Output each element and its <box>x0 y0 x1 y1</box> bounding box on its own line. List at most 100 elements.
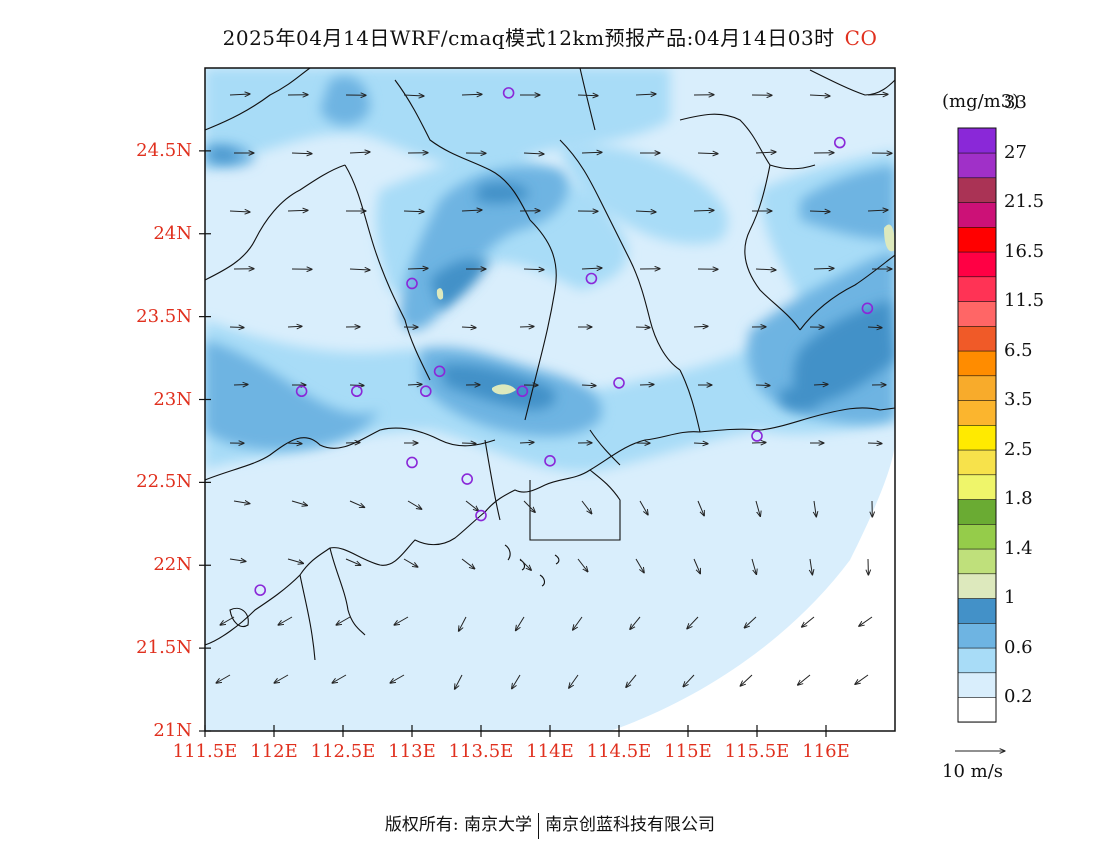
wind-arrow <box>519 327 534 328</box>
wind-arrow <box>345 443 360 444</box>
lon-label: 116E <box>802 741 850 762</box>
colorbar-frame <box>957 127 997 723</box>
wind-arrow <box>394 616 409 625</box>
wind-arrow <box>630 616 641 629</box>
station-marker <box>833 136 846 149</box>
wind-arrow <box>639 385 654 386</box>
lat-label: 22.5N <box>136 471 192 493</box>
colorbar-swatch <box>957 127 997 154</box>
wind-arrow <box>220 616 235 625</box>
wind-arrow <box>349 500 365 507</box>
wind-arrow <box>407 500 422 509</box>
colorbar-label: 6.5 <box>1004 339 1033 361</box>
wind-vectors <box>216 94 892 689</box>
colorbar-swatch <box>957 300 997 327</box>
wind-arrow <box>229 94 250 95</box>
colorbar-label: 16.5 <box>1004 240 1045 262</box>
wind-arrow <box>229 211 250 212</box>
wind-arrow <box>755 152 776 153</box>
wind-arrow <box>229 327 244 328</box>
wind-arrow <box>461 94 482 95</box>
wind-arrow <box>581 500 592 514</box>
wind-arrow <box>744 616 757 628</box>
colorbar-swatch <box>957 622 997 649</box>
wind-arrow <box>859 616 873 626</box>
lon-label: 112.5E <box>310 741 376 762</box>
title-text: 2025年04月14日WRF/cmaq模式12km预报产品:04月14日03时 <box>222 26 835 50</box>
wind-arrow <box>287 326 302 327</box>
colorbar-swatch <box>957 325 997 352</box>
colorbar-label: 11.5 <box>1004 290 1045 312</box>
wind-arrow <box>461 558 475 569</box>
wind-arrow <box>523 153 544 154</box>
wind-arrow <box>403 95 424 96</box>
wind-arrow <box>867 443 882 444</box>
wind-arrow <box>345 558 361 565</box>
wind-arrow <box>755 500 760 516</box>
colorbar-swatch <box>957 449 997 476</box>
wind-arrow <box>813 268 834 269</box>
wind-arrow <box>814 500 816 517</box>
lon-label: 113E <box>388 741 436 762</box>
wind-arrow <box>693 443 708 444</box>
wind-arrow <box>233 501 250 504</box>
wind-arrow <box>403 211 424 212</box>
lon-label: 113.5E <box>448 741 514 762</box>
wind-arrow <box>519 558 531 570</box>
concentration-field <box>205 68 895 731</box>
wind-arrow <box>581 268 602 269</box>
colorbar-label: 2.5 <box>1004 438 1033 460</box>
station-marker <box>406 456 418 469</box>
colorbar-swatch <box>957 523 997 550</box>
colorbar-units: (mg/m3) <box>942 91 1020 112</box>
wind-arrow <box>867 327 882 328</box>
wind-arrow <box>523 269 544 270</box>
lon-label: 114E <box>526 741 574 762</box>
wind-arrow <box>581 385 596 386</box>
lon-label: 115.5E <box>724 741 790 762</box>
colorbar-swatch <box>957 498 997 525</box>
copyright: 版权所有: 南京大学 南京创蓝科技有限公司 <box>0 810 1100 839</box>
wind-arrow <box>810 558 812 575</box>
wind-arrow <box>287 443 302 444</box>
colorbar-label: 1 <box>1004 587 1016 609</box>
colorbar-swatch <box>957 251 997 278</box>
wind-arrow <box>639 500 648 515</box>
wind-arrow <box>581 152 602 153</box>
colorbar-swatch <box>957 399 997 426</box>
wind-arrow <box>683 674 695 687</box>
wind-arrow <box>278 616 293 625</box>
colorbar-label: 1.4 <box>1004 537 1033 559</box>
wind-arrow <box>523 500 535 512</box>
colorbar-swatch <box>957 474 997 500</box>
wind-arrow <box>740 674 753 686</box>
wind-arrow <box>459 616 467 631</box>
wind-arrow <box>809 95 830 96</box>
wind-arrow <box>635 211 656 212</box>
colorbar-swatch <box>957 647 997 674</box>
wind-arrow <box>465 500 479 511</box>
wind-arrow <box>577 558 588 572</box>
lon-label: 111.5E <box>172 741 238 762</box>
wind-arrow <box>461 210 482 211</box>
colorbar-swatch <box>957 276 997 302</box>
wind-arrow <box>867 94 888 95</box>
wind-arrow <box>798 674 811 685</box>
wind-arrow <box>407 268 428 269</box>
colorbar-swatch <box>957 375 997 401</box>
wind-arrow <box>274 674 289 683</box>
wind-arrow <box>635 327 650 328</box>
wind-arrow <box>390 674 405 683</box>
station-marker <box>406 277 418 290</box>
colorbar-label: 27 <box>1004 141 1027 163</box>
wind-arrow <box>569 674 579 688</box>
wind-arrow <box>755 385 770 386</box>
wind-arrow <box>332 674 347 683</box>
station-marker <box>751 430 763 442</box>
wind-arrow <box>577 95 598 96</box>
wind-arrow <box>403 558 418 567</box>
lon-label: 114.5E <box>586 741 652 762</box>
station-marker <box>861 302 874 315</box>
wind-arrow <box>809 211 830 212</box>
